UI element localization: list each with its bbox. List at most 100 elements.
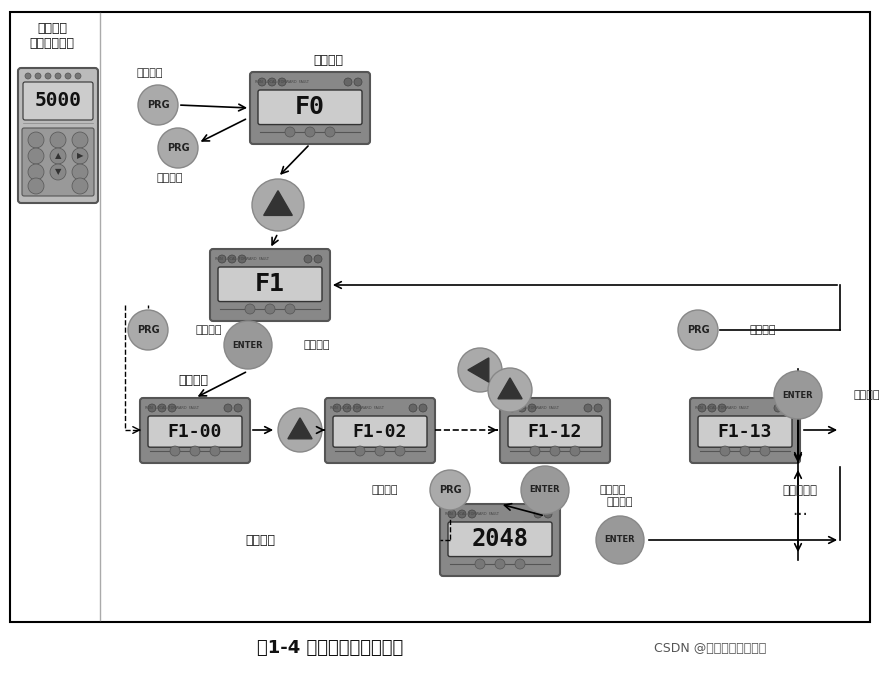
Circle shape [210, 446, 220, 456]
Circle shape [515, 559, 525, 569]
Text: ENTER: ENTER [782, 391, 813, 400]
FancyBboxPatch shape [210, 249, 330, 321]
Circle shape [72, 132, 88, 148]
Circle shape [170, 446, 180, 456]
FancyBboxPatch shape [23, 82, 93, 120]
FancyBboxPatch shape [698, 416, 792, 448]
Text: （返回）: （返回） [157, 173, 183, 183]
Text: RUN  LOCAL  FORWARD  FAULT: RUN LOCAL FORWARD FAULT [445, 512, 499, 516]
Circle shape [218, 255, 226, 263]
Text: ...: ... [792, 501, 808, 519]
Text: RUN  LOCAL  FORWARD  FAULT: RUN LOCAL FORWARD FAULT [330, 406, 384, 410]
Circle shape [304, 255, 312, 263]
Circle shape [740, 446, 750, 456]
Circle shape [774, 371, 822, 419]
FancyBboxPatch shape [690, 398, 800, 463]
Text: ENTER: ENTER [530, 485, 560, 495]
Circle shape [570, 446, 580, 456]
Circle shape [530, 446, 540, 456]
Text: 一级菜单: 一级菜单 [313, 53, 343, 66]
Text: （进入）: （进入） [600, 485, 627, 495]
Circle shape [138, 85, 178, 125]
Text: RUN  LOCAL  FORWARD  FAULT: RUN LOCAL FORWARD FAULT [145, 406, 199, 410]
Circle shape [158, 128, 198, 168]
Circle shape [528, 404, 536, 412]
Circle shape [228, 255, 236, 263]
Circle shape [488, 368, 532, 412]
Circle shape [72, 164, 88, 180]
Circle shape [678, 310, 718, 350]
Circle shape [224, 321, 272, 369]
Circle shape [224, 404, 232, 412]
Circle shape [25, 73, 31, 79]
Text: （返回）: （返回） [196, 325, 222, 335]
Circle shape [521, 466, 569, 514]
Circle shape [395, 446, 405, 456]
FancyBboxPatch shape [140, 398, 250, 463]
Polygon shape [264, 191, 292, 216]
Text: PRG: PRG [166, 143, 189, 153]
Text: （返回）: （返回） [372, 485, 398, 495]
Circle shape [305, 127, 315, 137]
FancyBboxPatch shape [18, 68, 98, 203]
Circle shape [475, 559, 485, 569]
Circle shape [28, 164, 44, 180]
Polygon shape [498, 378, 522, 399]
FancyBboxPatch shape [508, 416, 602, 448]
Text: RUN  LOCAL  FORWARD  FAULT: RUN LOCAL FORWARD FAULT [215, 257, 269, 261]
Text: （返回）: （返回） [750, 325, 776, 335]
Circle shape [409, 404, 417, 412]
Circle shape [252, 179, 304, 231]
FancyBboxPatch shape [500, 398, 610, 463]
Circle shape [708, 404, 716, 412]
Circle shape [268, 78, 276, 86]
Circle shape [325, 127, 335, 137]
Circle shape [430, 470, 470, 510]
Circle shape [50, 164, 66, 180]
Circle shape [344, 78, 352, 86]
Circle shape [75, 73, 81, 79]
Circle shape [28, 132, 44, 148]
Text: F1-13: F1-13 [718, 422, 773, 441]
Circle shape [50, 132, 66, 148]
Circle shape [238, 255, 246, 263]
Circle shape [375, 446, 385, 456]
Text: F1-12: F1-12 [527, 422, 582, 441]
Text: ENTER: ENTER [233, 341, 264, 349]
Text: F1: F1 [255, 272, 285, 296]
FancyBboxPatch shape [448, 522, 552, 556]
FancyBboxPatch shape [258, 90, 362, 124]
Circle shape [596, 516, 644, 564]
Text: （存盘）: （存盘） [607, 497, 634, 507]
Text: PRG: PRG [136, 325, 159, 335]
Text: 5000: 5000 [35, 91, 81, 110]
Circle shape [495, 559, 505, 569]
Text: F0: F0 [295, 95, 325, 119]
Circle shape [128, 310, 168, 350]
Circle shape [720, 446, 730, 456]
Circle shape [419, 404, 427, 412]
Circle shape [355, 446, 365, 456]
Circle shape [285, 304, 295, 314]
Circle shape [353, 404, 361, 412]
Circle shape [774, 404, 782, 412]
Circle shape [278, 78, 286, 86]
Text: ▼: ▼ [55, 168, 61, 176]
FancyBboxPatch shape [440, 504, 560, 576]
Circle shape [190, 446, 200, 456]
Circle shape [245, 304, 255, 314]
FancyBboxPatch shape [325, 398, 435, 463]
Circle shape [584, 404, 592, 412]
Circle shape [544, 510, 552, 518]
Circle shape [354, 78, 362, 86]
Circle shape [265, 304, 275, 314]
Circle shape [285, 127, 295, 137]
Text: F1-02: F1-02 [353, 422, 407, 441]
Text: ▶: ▶ [77, 151, 83, 160]
Circle shape [234, 404, 242, 412]
Circle shape [718, 404, 726, 412]
Text: RUN  LOCAL  FORWARD  FAULT: RUN LOCAL FORWARD FAULT [255, 80, 309, 84]
Circle shape [508, 404, 516, 412]
Circle shape [258, 78, 266, 86]
Circle shape [35, 73, 41, 79]
